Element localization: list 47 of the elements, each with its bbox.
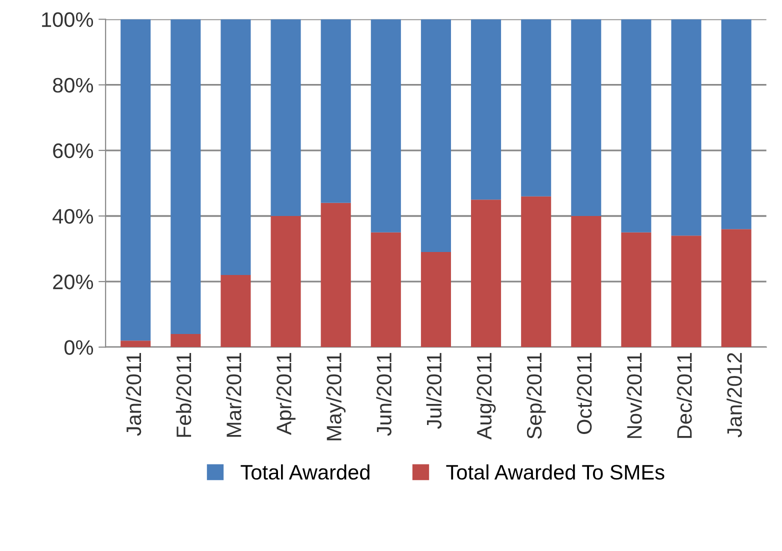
bar — [471, 19, 502, 200]
legend-label: Total Awarded To SMEs — [446, 464, 664, 480]
bar — [420, 19, 451, 252]
x-tick-label: Mar/2011 — [226, 353, 242, 437]
y-tick-label: 0% — [64, 340, 94, 355]
bar — [270, 216, 301, 348]
x-tick-label: Dec/2011 — [676, 353, 692, 438]
y-tick-label: 60% — [53, 143, 94, 158]
bar — [320, 19, 351, 203]
bar — [170, 334, 201, 348]
bar — [671, 19, 702, 236]
bar — [521, 19, 552, 196]
bar — [220, 275, 251, 348]
bar — [120, 19, 151, 341]
y-tick-label: 100% — [42, 12, 94, 28]
bar — [471, 200, 502, 348]
y-tick-label: 40% — [52, 208, 94, 224]
bar — [721, 19, 752, 230]
bar — [571, 19, 602, 216]
x-tick-label: Jul/2011 — [426, 353, 442, 429]
bar — [521, 196, 552, 348]
x-tick-label: Apr/2011 — [276, 353, 296, 435]
bar — [721, 229, 752, 348]
x-tick-label: Sep/2011 — [526, 353, 546, 439]
legend-label: Total Awarded — [240, 464, 370, 480]
bar — [120, 340, 151, 348]
bar — [621, 19, 652, 232]
x-tick-label: Nov/2011 — [626, 353, 642, 438]
bar — [320, 202, 351, 348]
bar — [621, 232, 652, 348]
y-tick-label: 20% — [53, 274, 94, 290]
x-tick-label: May/2011 — [326, 353, 346, 440]
x-tick-label: Jun/2011 — [376, 353, 392, 436]
bar — [170, 19, 201, 334]
bar — [220, 19, 251, 276]
x-tick-label: Feb/2011 — [176, 353, 192, 437]
y-tick-label: 80% — [52, 78, 94, 93]
bar — [370, 19, 401, 232]
bar — [420, 252, 451, 348]
bar — [370, 232, 401, 348]
x-tick-label: Jan/2012 — [726, 353, 742, 438]
x-tick-label: Jan/2011 — [126, 353, 142, 436]
x-tick-label: Aug/2011 — [476, 353, 496, 440]
x-tick-label: Oct/2011 — [576, 353, 592, 434]
bar — [571, 216, 602, 348]
bar — [671, 236, 702, 348]
bar — [270, 19, 301, 216]
